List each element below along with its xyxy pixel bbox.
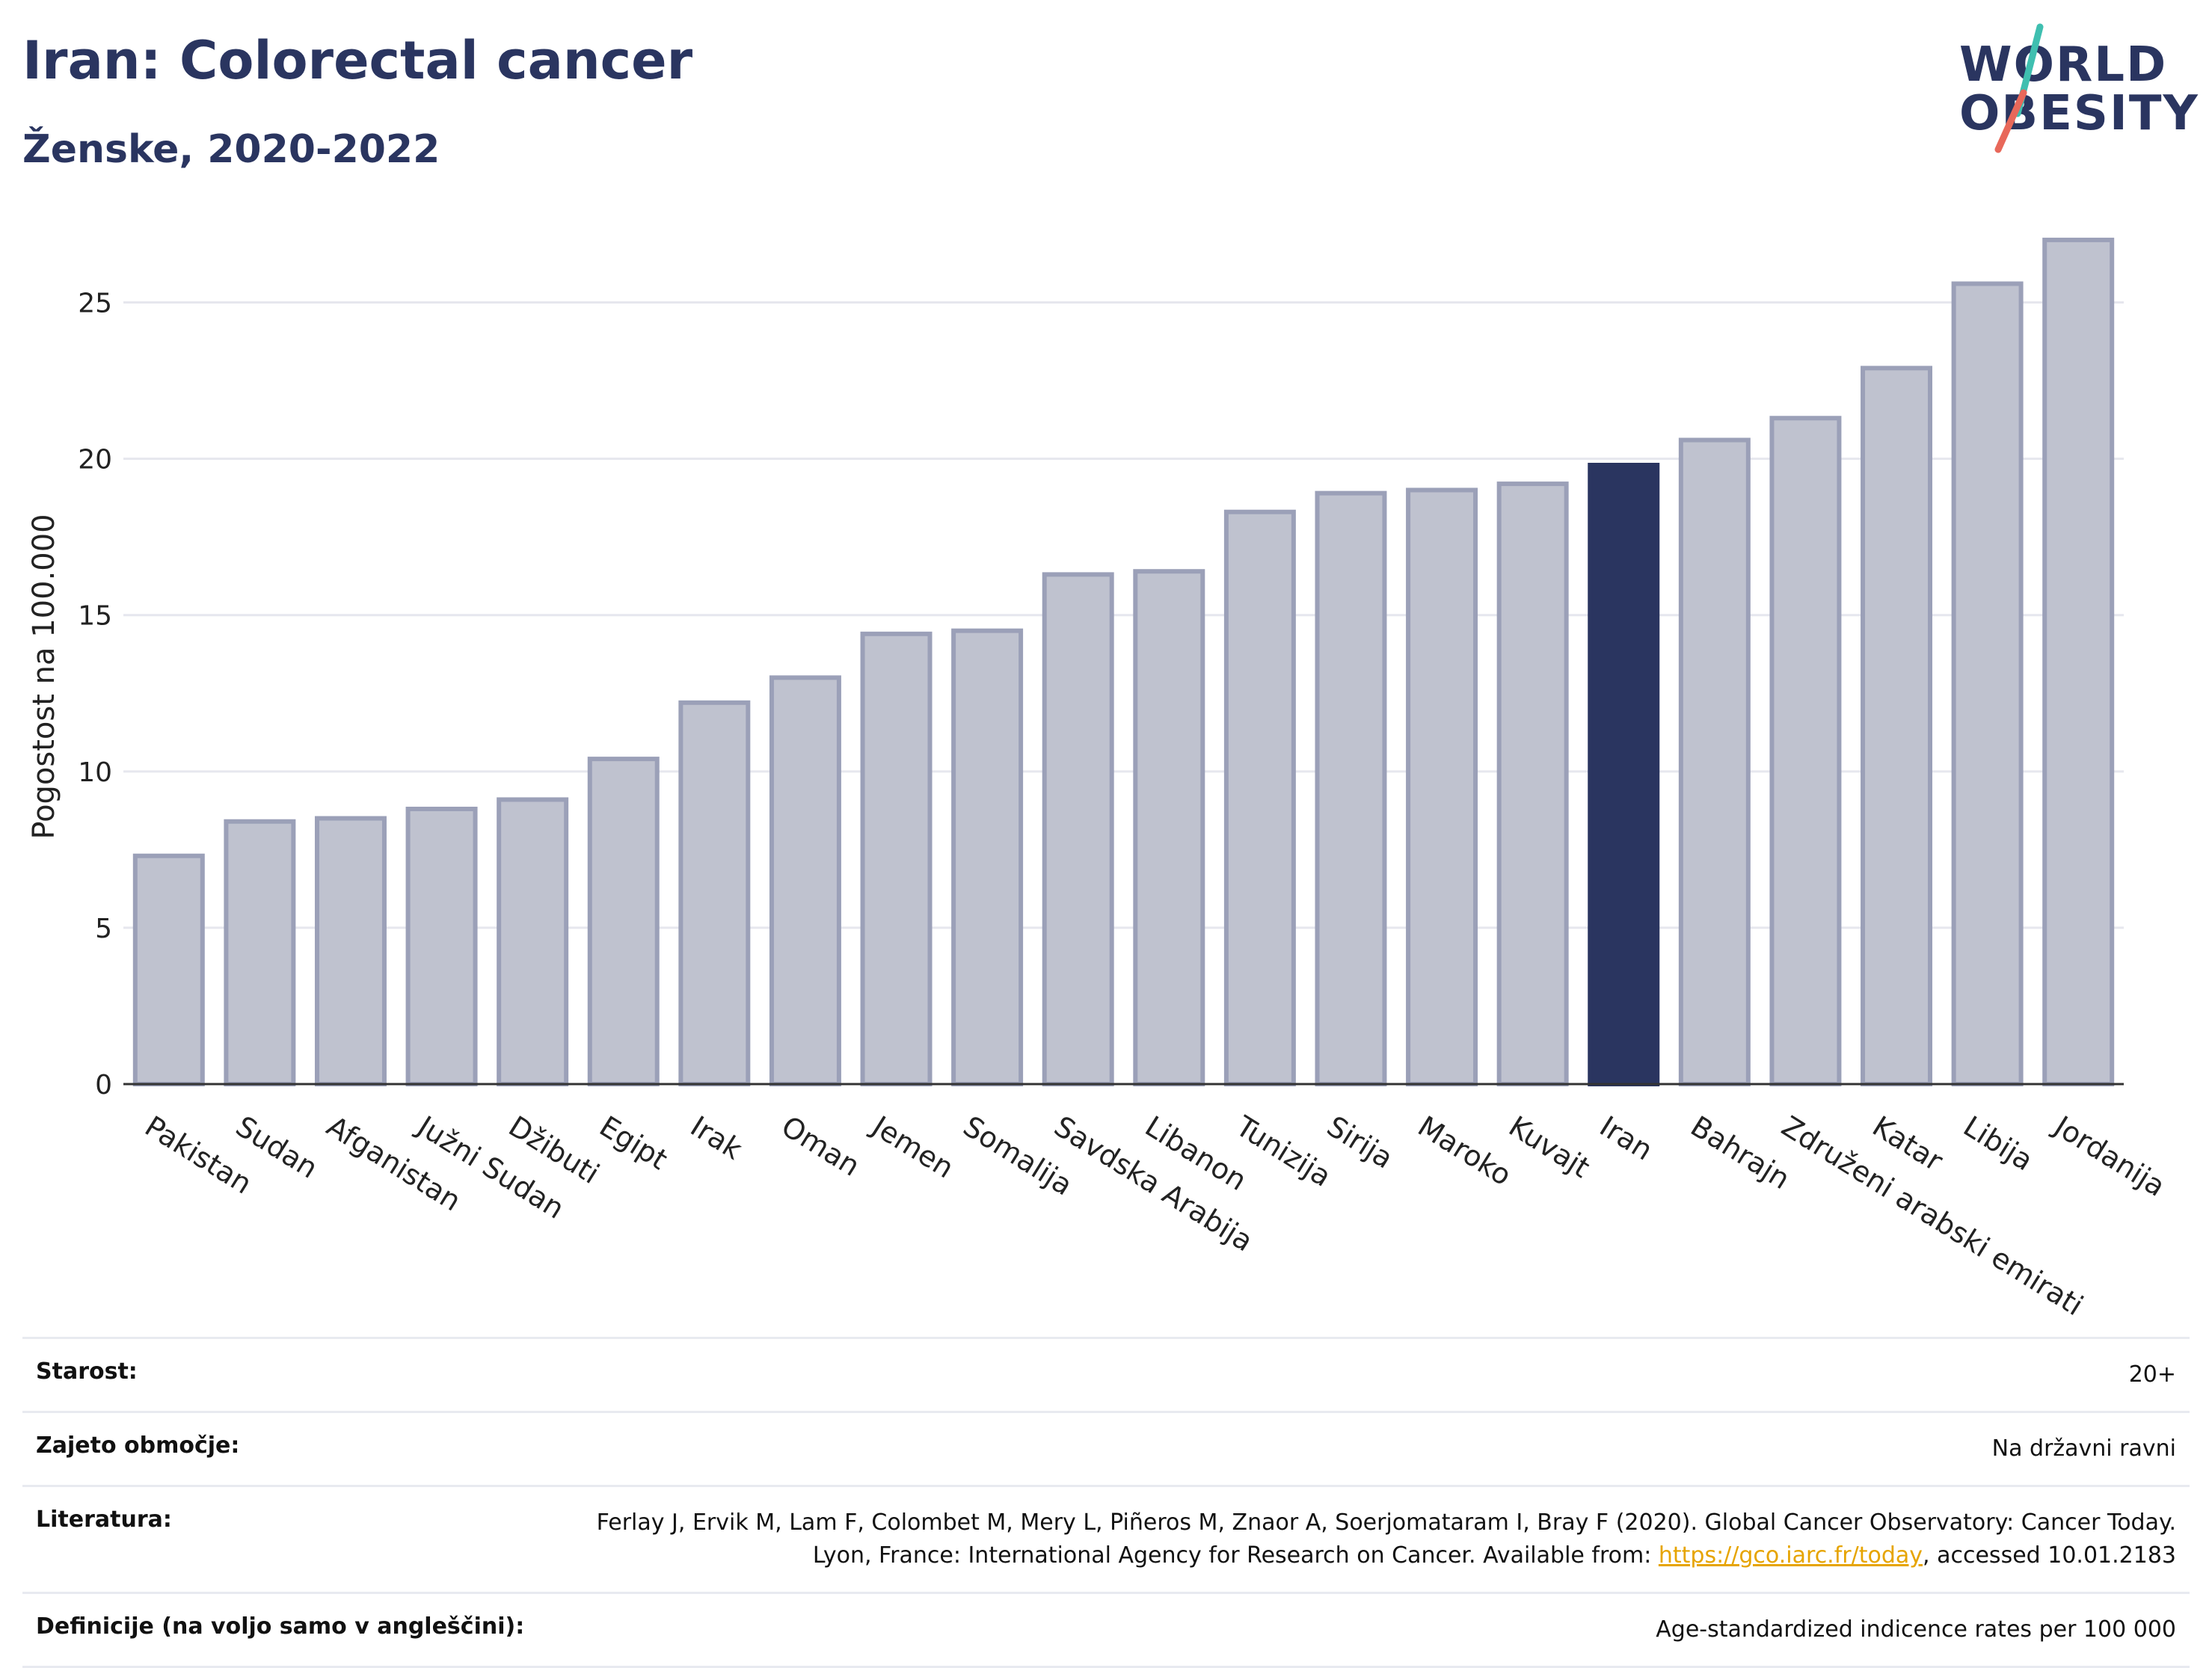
x-tick-label: Libija [1958, 1110, 2039, 1177]
x-tick-label: Jordanija [2047, 1109, 2171, 1203]
bar-južni-sudan[interactable] [405, 807, 478, 1086]
axes: 0 5 10 15 20 25 Pogostost na 100.000 [27, 289, 2124, 1101]
chart-title: Iran: Colorectal cancer [22, 30, 693, 91]
bar-savdska-arabija[interactable] [1042, 572, 1114, 1086]
y-tick-label: 5 [95, 914, 112, 944]
y-tick-label: 20 [78, 445, 112, 476]
meta-label: Starost: [36, 1358, 138, 1385]
metadata-table: Starost: 20+ Zajeto območje: Na državni … [22, 1337, 2190, 1668]
x-tick-label: Irak [685, 1110, 748, 1166]
reference-text: Ferlay J, Ervik M, Lam F, Colombet M, Me… [596, 1509, 2176, 1569]
bar-libanon[interactable] [1133, 569, 1205, 1086]
y-axis-title: Pogostost na 100.000 [27, 514, 61, 839]
bar-bahrajn[interactable] [1678, 437, 1751, 1086]
x-tick-label: Egipt [594, 1110, 673, 1176]
y-tick-label: 10 [78, 757, 112, 788]
x-tick-label: Jemen [865, 1109, 959, 1184]
bar-džibuti[interactable] [497, 797, 569, 1086]
bar-iran[interactable] [1588, 463, 1660, 1086]
bar-afganistan[interactable] [314, 816, 387, 1087]
x-tick-label: Iran [1594, 1110, 1659, 1167]
bar-chart: 0 5 10 15 20 25 Pogostost na 100.000 PakistanS… [27, 237, 2171, 1316]
bar-libija[interactable] [1951, 281, 2024, 1086]
bar-tunizija[interactable] [1223, 509, 1296, 1086]
meta-value: Na državni ravni [1991, 1435, 2176, 1462]
bar-sudan[interactable] [224, 819, 296, 1087]
meta-label: Literatura: [36, 1507, 172, 1533]
meta-value: Ferlay J, Ervik M, Lam F, Colombet M, Me… [573, 1486, 2190, 1593]
bar-kuvajt[interactable] [1496, 481, 1569, 1087]
bar-jordanija[interactable] [2042, 237, 2115, 1087]
y-tick-label: 25 [78, 289, 112, 319]
meta-row-coverage: Zajeto območje: Na državni ravni [22, 1412, 2190, 1486]
bar-katar[interactable] [1861, 366, 1933, 1086]
bar-irak[interactable] [678, 700, 751, 1086]
meta-value: Age-standardized indicence rates per 100… [1656, 1616, 2176, 1643]
bar-somalija[interactable] [951, 628, 1024, 1086]
x-tick-label: Oman [775, 1110, 865, 1183]
bars [132, 237, 2115, 1087]
y-tick-label: 0 [95, 1070, 112, 1101]
meta-row-definitions: Definicije (na voljo samo v angleščini):… [22, 1592, 2190, 1667]
bar-oman[interactable] [769, 675, 841, 1086]
x-tick-label: Maroko [1412, 1110, 1517, 1192]
meta-row-age: Starost: 20+ [22, 1338, 2190, 1412]
x-tick-label: Tunizija [1229, 1110, 1336, 1193]
bar-združeni-arabski-emirati[interactable] [1769, 416, 1842, 1087]
logo-slash-icon [1994, 23, 2044, 153]
reference-accessed: , accessed 10.01.2183 [1923, 1542, 2176, 1569]
world-obesity-logo[interactable]: WORLD OBESITY [1952, 15, 2206, 157]
bar-jemen[interactable] [860, 631, 933, 1086]
bar-egipt[interactable] [587, 757, 660, 1086]
chart-subtitle: Ženske, 2020-2022 [22, 127, 440, 172]
bar-maroko[interactable] [1406, 487, 1478, 1087]
reference-link[interactable]: https://gco.iarc.fr/today [1658, 1542, 1923, 1569]
bar-pakistan[interactable] [132, 853, 205, 1087]
x-tick-label: Bahrajn [1685, 1110, 1795, 1195]
x-tick-label: Kuvajt [1503, 1110, 1596, 1184]
logo-line-2: OBESITY [1959, 86, 2199, 141]
logo-line-1: WORLD [1959, 37, 2168, 93]
y-tick-label: 15 [78, 601, 112, 632]
meta-label: Zajeto območje: [36, 1432, 240, 1459]
meta-label: Definicije (na voljo samo v angleščini): [36, 1613, 525, 1640]
meta-value: 20+ [2128, 1361, 2176, 1388]
bar-sirija[interactable] [1315, 490, 1387, 1086]
meta-row-literature: Literatura: Ferlay J, Ervik M, Lam F, Co… [22, 1486, 2190, 1593]
